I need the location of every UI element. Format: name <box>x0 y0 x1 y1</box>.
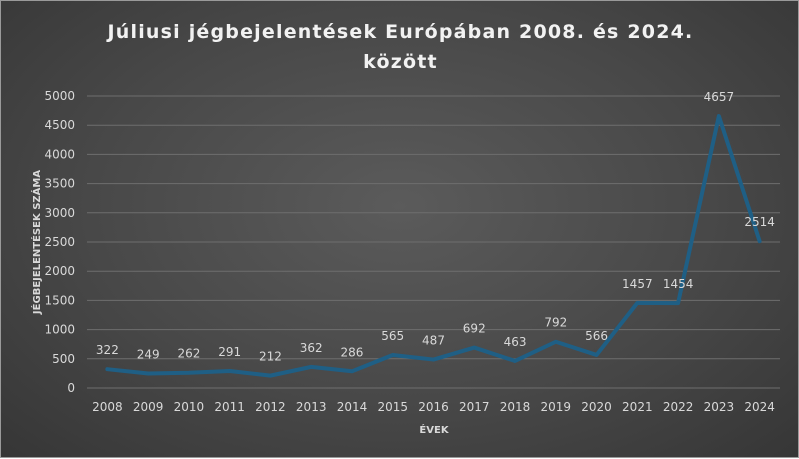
data-label: 322 <box>96 343 119 357</box>
data-label: 212 <box>259 350 282 364</box>
x-tick-label: 2012 <box>255 400 286 414</box>
data-point <box>433 359 434 361</box>
data-point <box>636 302 638 304</box>
data-label: 1454 <box>663 277 694 291</box>
y-tick-label: 3500 <box>44 177 75 191</box>
data-point <box>677 302 679 304</box>
data-label: 291 <box>218 345 241 359</box>
data-point <box>514 360 516 362</box>
chart-title-line-2: között <box>363 51 438 73</box>
data-point <box>596 354 598 356</box>
data-label: 249 <box>137 347 160 361</box>
x-axis-title: ÉVEK <box>419 423 449 436</box>
x-tick-label: 2009 <box>133 400 164 414</box>
x-tick-label: 2023 <box>704 400 735 414</box>
data-label: 4657 <box>704 90 735 104</box>
data-label: 487 <box>422 334 445 348</box>
y-tick-label: 1000 <box>44 323 75 337</box>
data-label: 286 <box>341 345 364 359</box>
data-label: 792 <box>544 316 567 330</box>
series-line-group <box>105 114 762 378</box>
data-label: 463 <box>504 335 527 349</box>
data-point <box>229 370 231 372</box>
x-tick-label: 2022 <box>663 400 694 414</box>
data-point <box>310 366 312 368</box>
data-point <box>351 370 353 372</box>
x-tick-label: 2024 <box>744 400 775 414</box>
y-tick-label: 5000 <box>44 89 75 103</box>
y-tick-label: 2000 <box>44 264 75 278</box>
x-tick-label: 2020 <box>581 400 612 414</box>
x-tick-label: 2021 <box>622 400 653 414</box>
y-tick-label: 1500 <box>44 293 75 307</box>
data-label: 262 <box>177 347 200 361</box>
y-tick-label: 4000 <box>44 147 75 161</box>
data-point <box>106 368 108 370</box>
data-label: 362 <box>300 341 323 355</box>
data-point <box>392 354 394 356</box>
data-point <box>269 375 271 377</box>
data-label: 565 <box>381 329 404 343</box>
y-axis-ticks: 0 500 1000 1500 2000 2500 3000 3500 4000 4500 5000 <box>44 89 75 395</box>
data-label: 1457 <box>622 277 653 291</box>
y-tick-label: 0 <box>67 381 75 395</box>
data-point <box>188 372 190 374</box>
y-tick-label: 4500 <box>44 118 75 132</box>
y-tick-label: 3000 <box>44 206 75 220</box>
data-label: 566 <box>585 329 608 343</box>
data-point <box>718 115 720 117</box>
x-tick-label: 2015 <box>377 400 408 414</box>
x-tick-label: 2013 <box>296 400 327 414</box>
x-axis-ticks: 2008 2009 2010 2011 2012 2013 2014 2015 2016 2017… <box>92 400 775 414</box>
data-point <box>473 347 475 349</box>
x-tick-label: 2019 <box>541 400 572 414</box>
y-tick-label: 500 <box>52 352 75 366</box>
gridlines <box>87 95 780 389</box>
data-label: 692 <box>463 322 486 336</box>
x-tick-label: 2016 <box>418 400 449 414</box>
x-tick-label: 2017 <box>459 400 490 414</box>
x-tick-label: 2011 <box>214 400 245 414</box>
data-point <box>555 341 557 343</box>
data-label: 2514 <box>744 215 775 229</box>
data-point <box>759 240 761 242</box>
x-tick-label: 2018 <box>500 400 531 414</box>
chart-title-line-1: Júliusi jégbejelentések Európában 2008. … <box>107 21 694 43</box>
data-labels: 322 249 262 291 212 362 286 565 487 692 463 792 566 1… <box>96 90 775 364</box>
x-tick-label: 2008 <box>92 400 123 414</box>
y-axis-title: JÉGBEJELENTÉSEK SZÁMA <box>30 170 43 315</box>
y-tick-label: 2500 <box>44 235 75 249</box>
x-tick-label: 2010 <box>174 400 205 414</box>
x-tick-label: 2014 <box>337 400 368 414</box>
data-point <box>147 372 149 374</box>
